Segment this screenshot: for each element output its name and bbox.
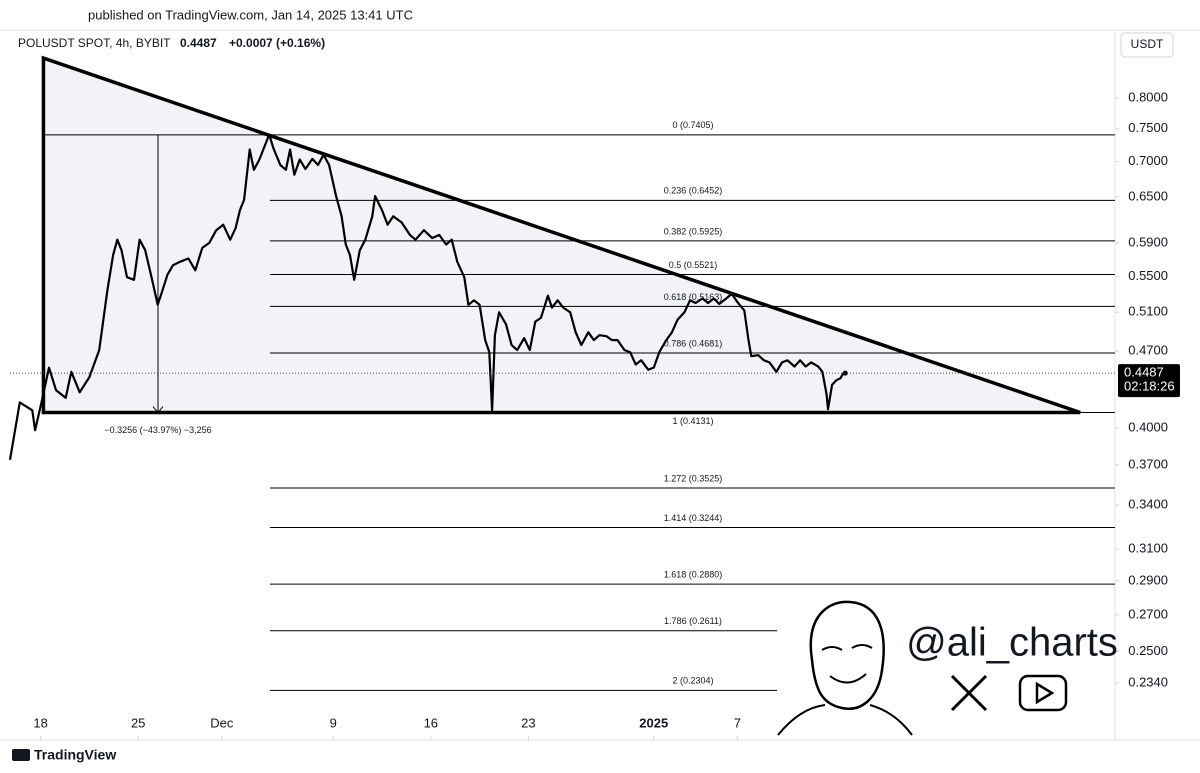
watermark-handle: @ali_charts	[906, 621, 1118, 665]
y-tick-label: 0.7000	[1128, 153, 1168, 168]
youtube-play	[1035, 681, 1055, 705]
logo-text: TradingView	[34, 747, 116, 763]
y-tick-label: 0.2340	[1128, 674, 1168, 689]
fib-label: 2 (0.2304)	[672, 676, 713, 686]
x-tick-label: 18	[33, 715, 47, 730]
y-tick-label: 0.3700	[1128, 456, 1168, 471]
y-tick-label: 0.2500	[1128, 643, 1168, 658]
currency-button[interactable]	[1120, 32, 1174, 58]
published-note: published on TradingView.com, Jan 14, 20…	[88, 7, 413, 22]
pattern-outline	[41, 55, 1081, 415]
currency-label: USDT	[1131, 37, 1164, 51]
y-tick-label: 0.3100	[1128, 541, 1168, 556]
fib-label: 1.414 (0.3244)	[664, 513, 723, 523]
x-tick-label: 2025	[639, 715, 668, 730]
y-tick-label: 0.2700	[1128, 606, 1168, 621]
fib-label: 1 (0.4131)	[672, 416, 713, 426]
header-change: +0.0007 (+0.16%)	[229, 36, 325, 50]
fib-label: 1.618 (0.2880)	[664, 570, 723, 580]
x-icon[interactable]	[950, 674, 988, 712]
y-tick-label: 0.7500	[1128, 120, 1168, 135]
youtube-icon[interactable]	[1018, 674, 1068, 712]
fib-label: 0.5 (0.5521)	[669, 260, 718, 270]
x-tick-label: 23	[521, 715, 535, 730]
y-tick-label: 0.2900	[1128, 572, 1168, 587]
price-box	[1118, 364, 1180, 398]
y-tick-label: 0.5500	[1128, 268, 1168, 283]
y-tick-label: 0.8000	[1128, 89, 1168, 104]
x-tick-label: 9	[330, 715, 337, 730]
fib-label: 0.786 (0.4681)	[664, 338, 723, 348]
face-detail	[777, 644, 913, 736]
last-point	[842, 370, 848, 376]
watermark	[777, 600, 1068, 736]
x-tick-label: 25	[131, 715, 145, 730]
fib-label: 0.618 (0.5163)	[664, 292, 723, 302]
measure-label: −0.3256 (−43.97%) −3,256	[104, 425, 211, 435]
x-tick-label: Dec	[210, 715, 234, 730]
fib-label: 0 (0.7405)	[672, 120, 713, 130]
logo-icon	[12, 749, 30, 761]
face	[809, 600, 885, 710]
fib-label: 1.272 (0.3525)	[664, 473, 723, 483]
x-tick-label: 7	[734, 715, 741, 730]
y-tick-label: 0.6500	[1128, 188, 1168, 203]
fib-label: 0.236 (0.6452)	[664, 186, 723, 196]
price-box-countdown: 02:18:26	[1124, 379, 1175, 394]
price-box-value: 0.4487	[1124, 365, 1164, 380]
y-tick-label: 0.4700	[1128, 343, 1168, 358]
symbol-title: POLUSDT SPOT, 4h, BYBIT	[18, 36, 171, 50]
fib-label: 0.382 (0.5925)	[664, 226, 723, 236]
header-price: 0.4487	[180, 36, 217, 50]
y-tick-label: 0.5100	[1128, 304, 1168, 319]
fib-label: 1.786 (0.2611)	[664, 616, 722, 626]
y-tick-label: 0.5900	[1128, 234, 1168, 249]
price-line	[8, 133, 845, 460]
x-tick-label: 16	[424, 715, 438, 730]
y-tick-label: 0.3400	[1128, 497, 1168, 512]
y-tick-label: 0.4000	[1128, 419, 1168, 434]
